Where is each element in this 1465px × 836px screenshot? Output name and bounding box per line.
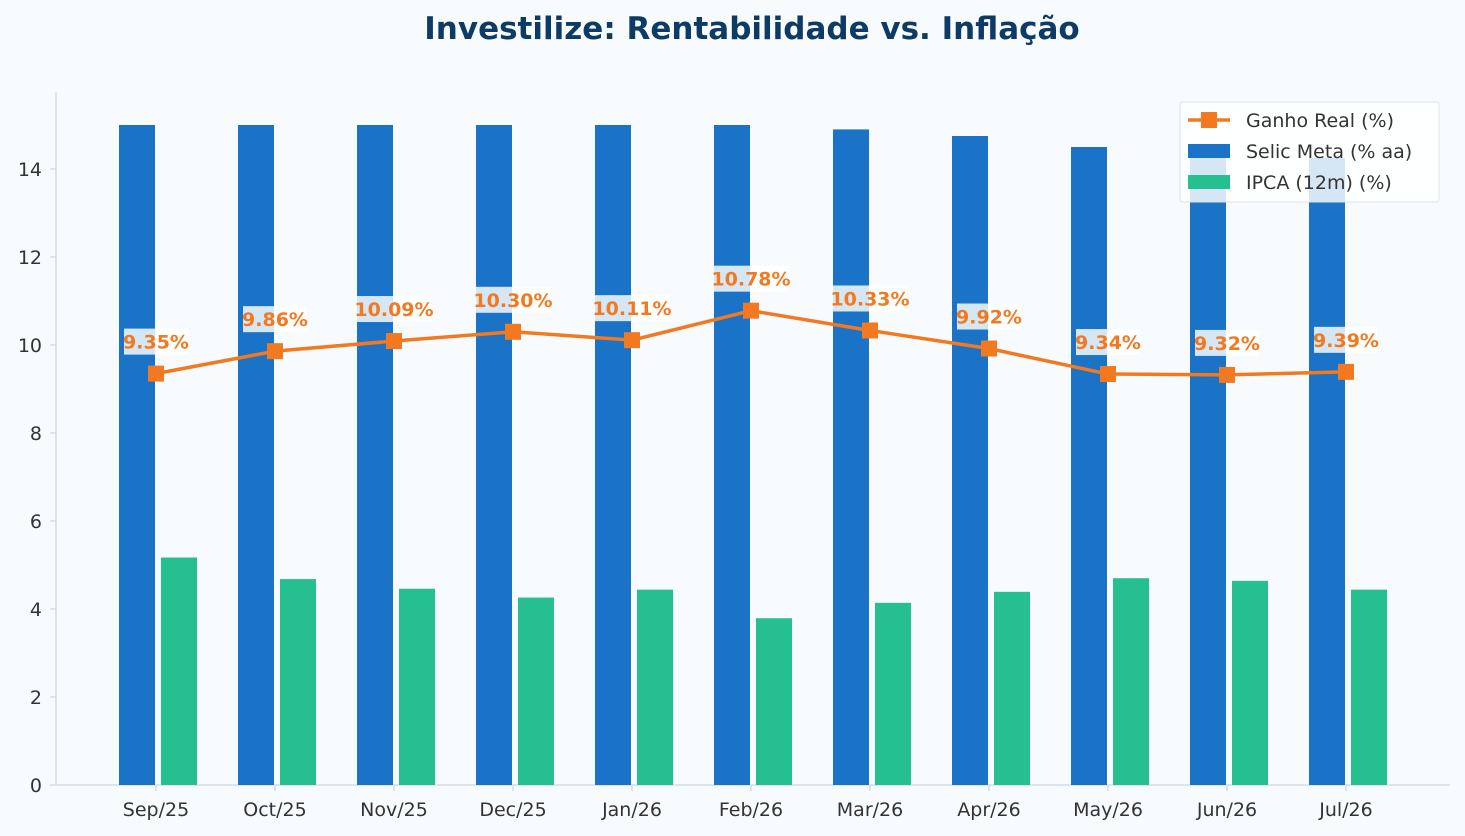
- y-ticks: 0 2 4 6 8 10 12 14: [18, 159, 56, 797]
- legend-swatch-selic: [1188, 144, 1230, 158]
- line-point: [624, 332, 640, 349]
- x-tick-label: Dec/25: [479, 799, 546, 821]
- data-label-background: [356, 296, 432, 323]
- bar-ipca: [1351, 589, 1387, 785]
- y-tick-label: 14: [18, 159, 42, 181]
- data-label-background: [1195, 329, 1259, 356]
- legend-label: Ganho Real (%): [1246, 110, 1394, 132]
- bar-ipca: [875, 602, 911, 785]
- bar-selic: [1071, 147, 1107, 785]
- bar-ipca: [161, 557, 197, 785]
- bar-selic: [357, 125, 393, 785]
- bar-ipca: [1113, 578, 1149, 785]
- data-label: 10.78%: [711, 269, 790, 291]
- legend-label: Selic Meta (% aa): [1246, 141, 1412, 163]
- x-ticks: Sep/25 Oct/25 Nov/25 Dec/25 Jan/26 Feb/26 Mar/…: [123, 785, 1373, 821]
- line-point: [1338, 363, 1354, 380]
- line-layer: [148, 302, 1354, 383]
- y-tick-label: 0: [30, 775, 42, 797]
- x-tick-label: Mar/26: [837, 799, 903, 821]
- line-point: [505, 323, 521, 340]
- bar-ipca: [399, 588, 435, 785]
- y-tick-label: 10: [18, 335, 42, 357]
- data-label-background: [1314, 326, 1378, 353]
- legend-label: IPCA (12m) (%): [1246, 172, 1392, 194]
- bar-ipca: [994, 591, 1030, 785]
- bar-ipca: [756, 618, 792, 785]
- line-point: [386, 333, 402, 350]
- line-point: [1100, 366, 1116, 383]
- data-label-background: [594, 295, 670, 322]
- x-tick-label: Oct/25: [243, 799, 306, 821]
- data-label-background: [713, 265, 789, 292]
- data-label-background: [124, 328, 188, 355]
- legend: Ganho Real (%) Selic Meta (% aa) IPCA (12m…: [1179, 101, 1440, 203]
- x-tick-label: Jun/26: [1196, 799, 1257, 821]
- data-label: 9.92%: [956, 307, 1022, 329]
- bar-ipca: [280, 579, 316, 785]
- data-label: 9.34%: [1075, 332, 1141, 354]
- y-tick-label: 2: [30, 687, 42, 709]
- bar-selic: [833, 129, 869, 785]
- data-label: 9.32%: [1194, 333, 1260, 355]
- y-tick-label: 12: [18, 247, 42, 269]
- bar-ipca: [637, 589, 673, 785]
- bars: [119, 125, 1387, 785]
- data-label-background: [475, 286, 551, 313]
- bar-selic: [476, 125, 512, 785]
- bar-selic: [595, 125, 631, 785]
- bar-ipca: [518, 597, 554, 785]
- x-tick-label: Sep/25: [123, 799, 189, 821]
- bar-selic: [1309, 158, 1345, 785]
- data-label-background: [832, 285, 908, 312]
- data-label-background: [957, 303, 1021, 330]
- bar-selic: [238, 125, 274, 785]
- data-label: 10.30%: [473, 290, 552, 312]
- data-label: 9.35%: [123, 332, 189, 354]
- bar-selic: [714, 125, 750, 785]
- data-label: 10.09%: [354, 299, 433, 321]
- bar-ipca: [1232, 580, 1268, 785]
- y-tick-label: 6: [30, 511, 42, 533]
- y-tick-label: 4: [30, 599, 42, 621]
- chart-title: Investilize: Rentabilidade vs. Inflação: [424, 11, 1079, 47]
- x-tick-label: Feb/26: [719, 799, 783, 821]
- data-label-background: [243, 306, 307, 333]
- x-tick-label: Jan/26: [601, 799, 662, 821]
- x-tick-label: Apr/26: [957, 799, 1020, 821]
- bar-selic: [119, 125, 155, 785]
- legend-box: [1179, 101, 1440, 203]
- data-label: 10.33%: [830, 288, 909, 310]
- line-point: [981, 340, 997, 357]
- legend-swatch-marker: [1201, 112, 1217, 128]
- data-label: 10.11%: [592, 298, 671, 320]
- line-point: [862, 322, 878, 339]
- x-tick-label: Jul/26: [1318, 799, 1373, 821]
- bar-selic: [952, 136, 988, 785]
- line-point: [743, 302, 759, 319]
- labels-layer: 9.35% 9.86% 10.09% 10.30% 10.11% 10.78% 10.33%…: [123, 265, 1379, 356]
- y-tick-label: 8: [30, 423, 42, 445]
- data-label: 9.39%: [1313, 330, 1379, 352]
- data-label: 9.86%: [242, 309, 308, 331]
- bar-selic: [1190, 158, 1226, 785]
- line-point: [148, 365, 164, 382]
- line-point: [1219, 366, 1235, 383]
- line-point: [267, 343, 283, 360]
- x-tick-label: Nov/25: [360, 799, 428, 821]
- x-tick-label: May/26: [1073, 799, 1143, 821]
- data-label-background: [1076, 329, 1140, 356]
- legend-swatch-ipca: [1188, 175, 1230, 189]
